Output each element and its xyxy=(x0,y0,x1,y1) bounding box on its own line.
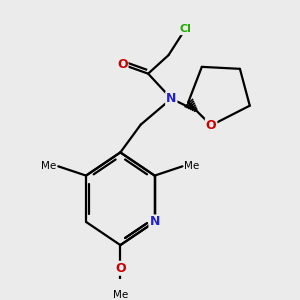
Text: Me: Me xyxy=(113,290,128,300)
Text: Cl: Cl xyxy=(179,24,191,34)
Text: Me: Me xyxy=(184,161,200,171)
Text: Me: Me xyxy=(41,161,56,171)
Text: O: O xyxy=(206,119,216,132)
Text: O: O xyxy=(117,58,128,71)
Text: N: N xyxy=(149,215,160,228)
Text: O: O xyxy=(115,262,126,275)
Text: N: N xyxy=(166,92,176,105)
